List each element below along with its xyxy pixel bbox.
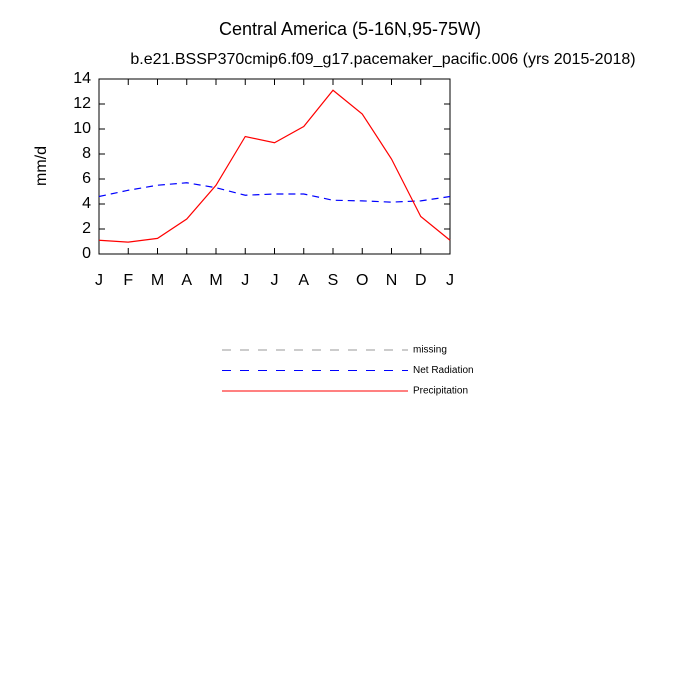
x-tick-label: J [95,272,103,289]
y-tick-label: 6 [82,170,91,187]
x-tick-label: D [415,272,427,289]
chart-subtitle: b.e21.BSSP370cmip6.f09_g17.pacemaker_pac… [130,51,635,68]
data-line [98,89,451,243]
y-tick-label: 12 [73,95,91,112]
legend-label: missing [413,345,447,356]
y-axis-label: mm/d [33,146,50,186]
chart-title: Central America (5-16N,95-75W) [219,19,481,39]
y-tick-label: 10 [73,120,91,137]
y-tick-label: 4 [82,195,91,212]
x-tick-label: N [386,272,398,289]
y-tick-label: 8 [82,145,91,162]
x-tick-label: J [446,272,454,289]
x-tick-label: J [271,272,279,289]
legend-label: Net Radiation [413,365,474,376]
x-tick-label: M [151,272,164,289]
legend-label: Precipitation [413,386,468,397]
x-tick-label: M [209,272,222,289]
x-tick-label: A [181,272,192,289]
x-tick-label: S [328,272,339,289]
y-tick-label: 0 [82,245,91,262]
x-tick-label: F [123,272,133,289]
x-tick-label: A [298,272,309,289]
x-tick-label: J [241,272,249,289]
y-tick-label: 2 [82,220,91,237]
x-tick-label: O [356,272,368,289]
y-tick-label: 14 [73,70,91,87]
